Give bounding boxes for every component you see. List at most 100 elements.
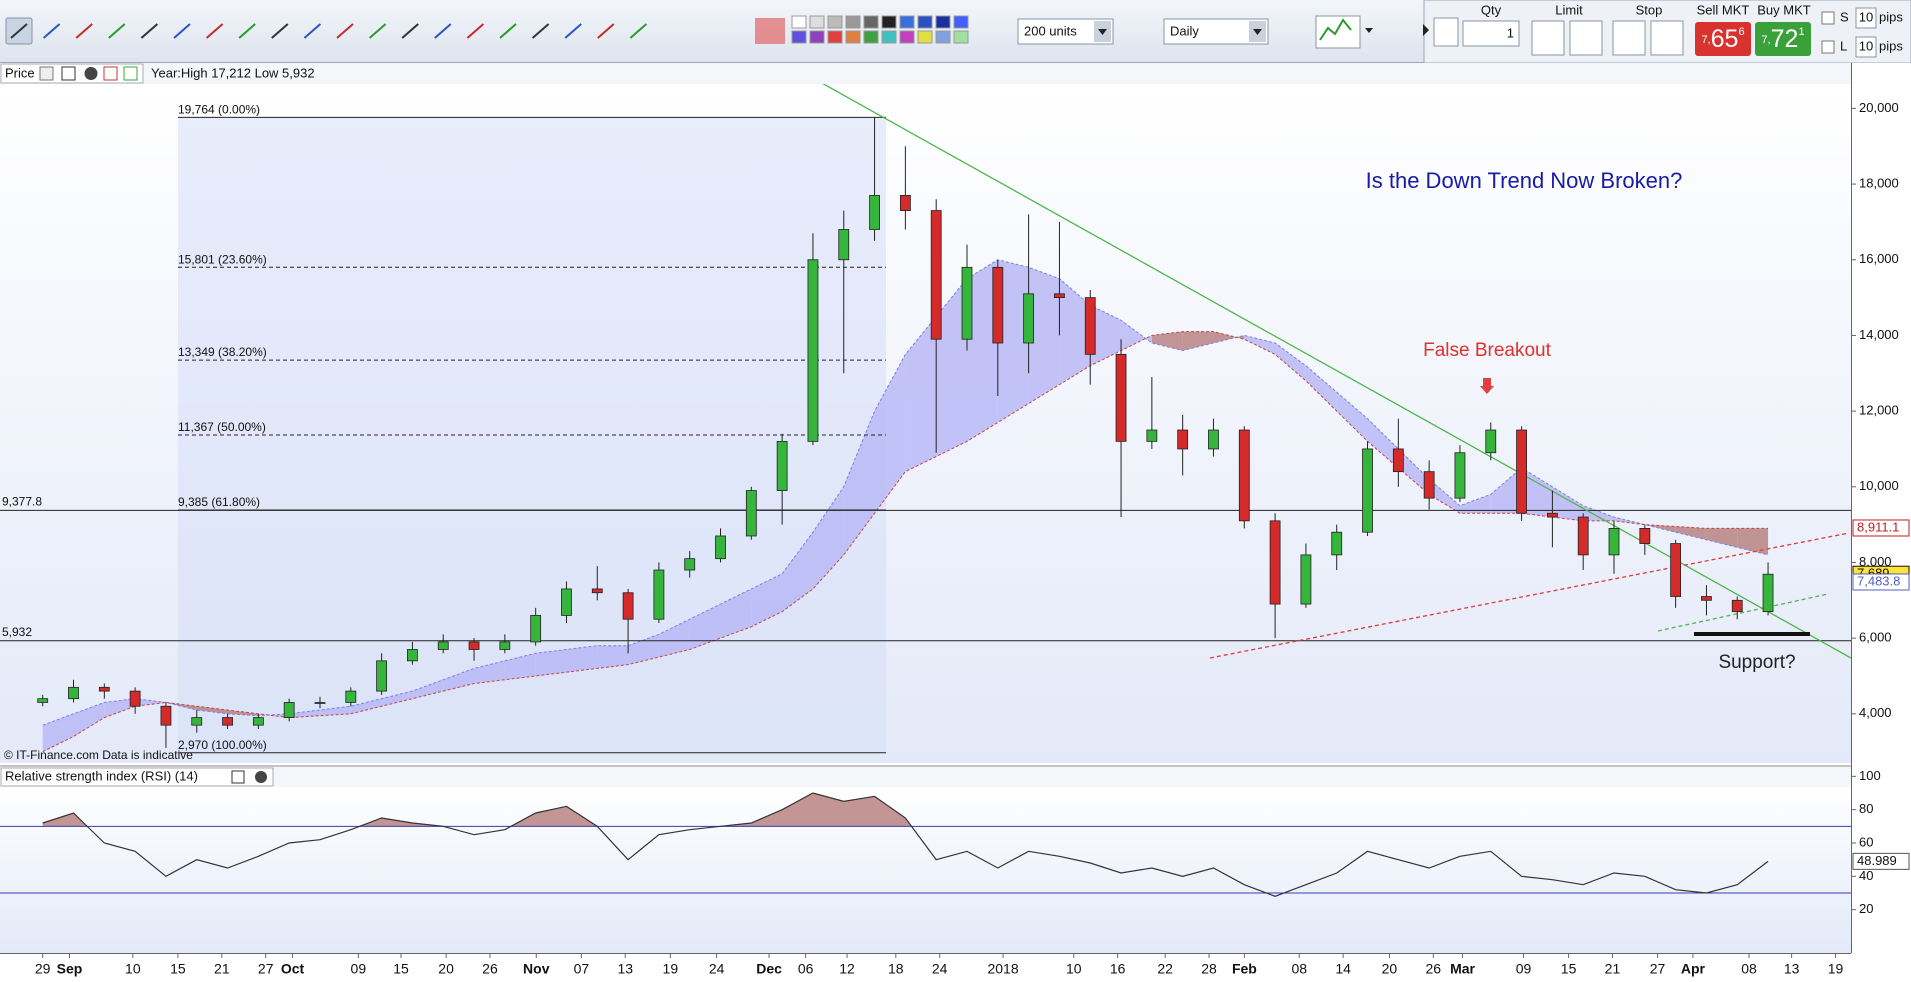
close-icon[interactable] — [255, 771, 267, 783]
candle-body — [1423, 471, 1435, 499]
sell-button[interactable] — [1695, 22, 1751, 56]
buy-main: 72 — [1771, 25, 1799, 53]
candle-body — [1269, 520, 1281, 605]
color-swatch[interactable] — [935, 30, 951, 44]
s-input[interactable] — [1855, 7, 1877, 29]
x-tick-label: 09 — [1516, 961, 1532, 977]
color-swatch[interactable] — [863, 15, 879, 29]
tool-glyph — [238, 23, 256, 39]
value-marker-label: 48.989 — [1857, 853, 1897, 868]
color-swatch[interactable] — [917, 30, 933, 44]
candle-body — [437, 641, 449, 650]
color-swatch[interactable] — [845, 30, 861, 44]
candle-body — [1208, 429, 1219, 450]
candle-body — [1362, 448, 1373, 533]
settings-button[interactable] — [1433, 17, 1459, 47]
color-swatch[interactable] — [899, 30, 915, 44]
qty-input[interactable] — [1462, 20, 1520, 47]
limit-sell-button[interactable] — [1569, 20, 1603, 56]
x-tick-label: 26 — [482, 961, 498, 977]
cloud-segment — [997, 259, 1029, 423]
y-tick-label: 18,000 — [1859, 176, 1899, 191]
price-info: Year:High 17,212 Low 5,932 — [151, 65, 315, 80]
buy-button[interactable] — [1755, 22, 1811, 56]
color-swatch[interactable] — [827, 30, 843, 44]
maximize-icon[interactable] — [61, 66, 76, 81]
rsi-plot — [0, 787, 1851, 953]
interval-text: Daily — [1170, 23, 1199, 38]
buy-label: Buy MKT — [1757, 2, 1811, 17]
color-swatch[interactable] — [953, 30, 969, 44]
cloud-segment — [812, 486, 844, 589]
cloud-segment — [751, 573, 783, 627]
x-tick-label: 21 — [1605, 961, 1621, 977]
buy-price: 7,721 — [1761, 25, 1804, 53]
color-swatch[interactable] — [791, 30, 807, 44]
color-swatch[interactable] — [935, 15, 951, 29]
cloud-segment — [135, 698, 166, 707]
cloud-segment — [412, 679, 444, 699]
candle-body — [1023, 293, 1035, 344]
color-swatch[interactable] — [809, 30, 825, 44]
candle-body — [1300, 554, 1312, 605]
color-swatch[interactable] — [881, 15, 897, 29]
add-icon[interactable] — [123, 66, 138, 81]
cloud-segment — [1490, 467, 1522, 514]
candle-body — [745, 490, 757, 537]
annotation: False Breakout — [1423, 340, 1552, 361]
color-swatch[interactable] — [863, 30, 879, 44]
l-label: L — [1840, 38, 1847, 53]
candle-body — [283, 702, 295, 718]
s-checkbox[interactable] — [1821, 11, 1835, 25]
cloud-segment — [227, 710, 259, 716]
color-swatch[interactable] — [881, 30, 897, 44]
cloud-segment — [1429, 479, 1460, 514]
cloud-segment — [1182, 331, 1214, 351]
s-unit: pips — [1879, 9, 1903, 24]
x-tick-label: 29 — [35, 961, 51, 977]
stop-buy-button[interactable] — [1612, 20, 1646, 56]
color-swatch[interactable] — [809, 15, 825, 29]
color-swatch[interactable] — [827, 15, 843, 29]
color-swatch[interactable] — [791, 15, 807, 29]
color-swatch[interactable] — [899, 15, 915, 29]
maximize-icon[interactable] — [231, 770, 245, 784]
value-marker-label: 8,911.1 — [1857, 519, 1899, 534]
cloud-segment — [936, 278, 967, 457]
tool-glyph — [368, 23, 387, 39]
limit-buy-button[interactable] — [1531, 20, 1565, 56]
l-checkbox[interactable] — [1821, 40, 1835, 54]
close-icon[interactable] — [84, 67, 98, 80]
rsi-header — [0, 767, 1851, 787]
x-tick-label: 24 — [709, 961, 725, 977]
color-swatch[interactable] — [917, 15, 933, 29]
s-value: 10 — [1859, 9, 1873, 24]
settings-icon[interactable] — [39, 66, 54, 81]
tool-glyph — [10, 23, 28, 39]
x-tick-label: Nov — [523, 961, 550, 977]
candle-body — [499, 641, 511, 650]
sell-main: 65 — [1711, 25, 1739, 53]
cloud-segment — [1275, 343, 1306, 381]
cloud-segment — [474, 660, 505, 684]
cloud-segment — [1121, 320, 1152, 351]
cloud-segment — [504, 653, 536, 680]
fib-label: 11,367 (50.00%) — [178, 420, 266, 434]
y-tick-label: 20 — [1859, 901, 1873, 916]
tool-glyph — [205, 23, 224, 39]
x-tick-label: Feb — [1232, 961, 1257, 977]
tool-button[interactable] — [755, 18, 785, 44]
value-marker — [1852, 573, 1910, 591]
arrow — [1480, 378, 1494, 394]
color-swatch[interactable] — [953, 15, 969, 29]
color-swatch[interactable] — [845, 15, 861, 29]
value-marker-label: 7,483.8 — [1857, 573, 1900, 588]
candle-body — [191, 717, 203, 726]
rsi-overbought-fill — [42, 793, 1769, 827]
chart-style-button[interactable] — [1315, 15, 1361, 49]
sell-label: Sell MKT — [1697, 2, 1750, 17]
l-input[interactable] — [1855, 36, 1877, 58]
stop-sell-button[interactable] — [1650, 20, 1684, 56]
remove-icon[interactable] — [103, 66, 118, 81]
dropdown-arrow — [1098, 29, 1107, 35]
